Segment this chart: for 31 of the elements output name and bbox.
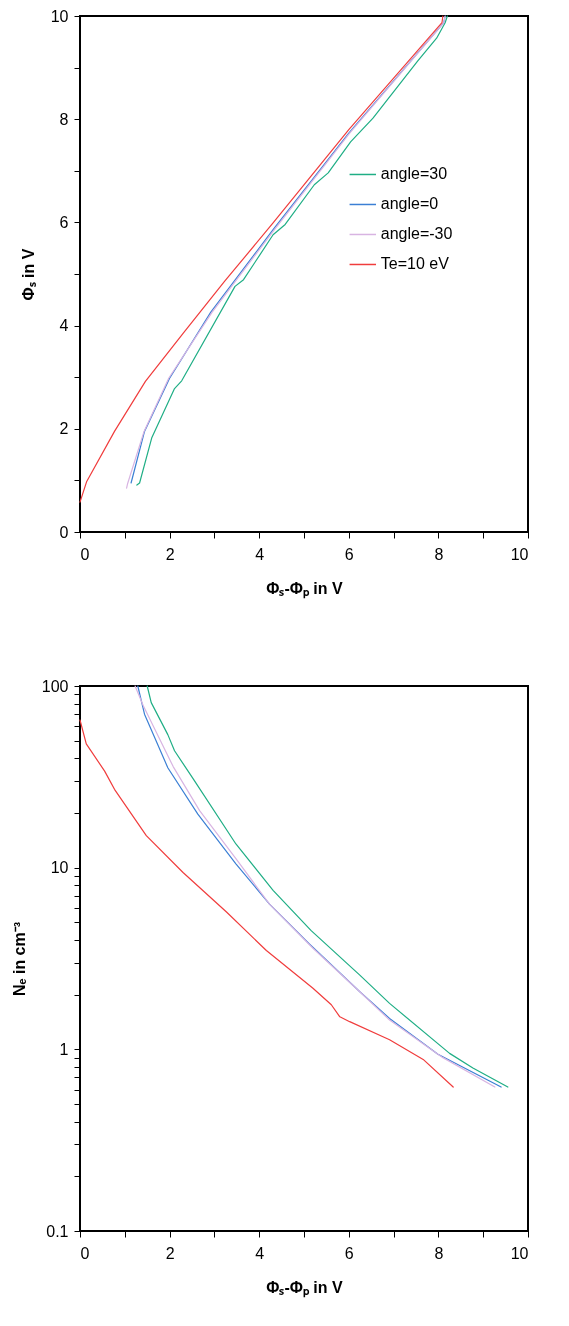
x-axis-title: Φₛ-Φₚ in V	[266, 579, 344, 599]
y-axis-title: Φₛ in V	[19, 248, 37, 301]
y-tick-label: 100	[41, 677, 69, 695]
x-tick-label: 2	[165, 545, 175, 563]
y-axis-title: Nₑ in cm⁻³	[10, 921, 28, 997]
x-tick-label: 0	[80, 545, 90, 563]
x-tick-label: 6	[344, 1244, 354, 1262]
y-tick-label: 10	[50, 859, 69, 877]
legend-label: angle=30	[380, 165, 448, 183]
x-tick-label: 8	[434, 1244, 444, 1262]
legend-label: Te=10 eV	[380, 255, 450, 273]
x-tick-label: 6	[344, 545, 354, 563]
y-tick-label: 1	[59, 1040, 69, 1058]
y-tick-label: 4	[59, 317, 69, 335]
y-tick-label: 6	[59, 213, 69, 231]
y-tick-label: 0	[59, 523, 69, 541]
line-series	[79, 719, 454, 1088]
x-tick-label: 10	[510, 1244, 529, 1262]
y-tick-label: 8	[59, 110, 69, 128]
legend-label: angle=0	[380, 195, 439, 213]
legend-label: angle=-30	[380, 225, 453, 243]
x-tick-label: 10	[510, 545, 529, 563]
y-tick-label: 0.1	[46, 1222, 69, 1240]
x-tick-label: 8	[434, 545, 444, 563]
x-axis-title: Φₛ-Φₚ in V	[266, 1278, 344, 1298]
x-tick-label: 4	[255, 1244, 265, 1262]
y-tick-label: 2	[59, 420, 69, 438]
x-tick-label: 2	[165, 1244, 175, 1262]
y-tick-label: 10	[50, 7, 69, 25]
x-tick-label: 4	[255, 545, 265, 563]
x-tick-label: 0	[80, 1244, 90, 1262]
